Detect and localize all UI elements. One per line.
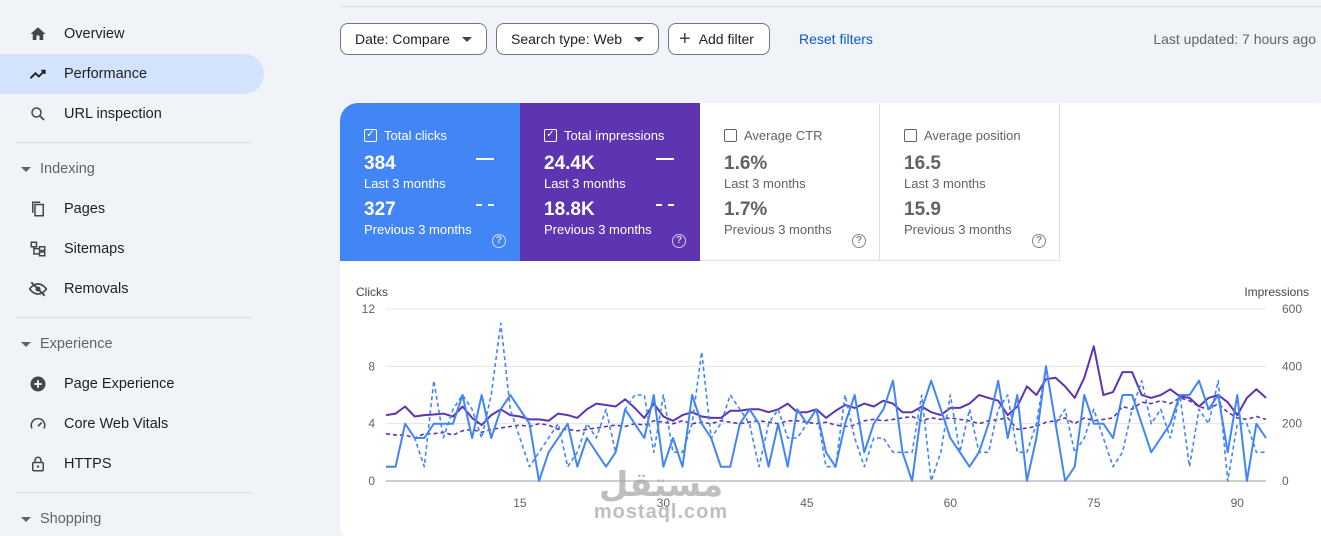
sidebar-item-label: Core Web Vitals bbox=[64, 416, 169, 432]
eye-off-icon bbox=[28, 279, 48, 299]
metric-average-position[interactable]: Average position 16.5 Last 3 months 15.9… bbox=[880, 103, 1060, 261]
metric-current-period: Last 3 months bbox=[544, 176, 626, 191]
add-filter-button[interactable]: + Add filter bbox=[668, 23, 770, 55]
checkbox-unchecked-icon[interactable] bbox=[724, 128, 737, 142]
sidebar-section-title: Shopping bbox=[40, 511, 102, 527]
sidebar-item-pages[interactable]: Pages bbox=[0, 189, 264, 229]
help-icon[interactable]: ? bbox=[672, 234, 686, 248]
sidebar-divider bbox=[16, 142, 252, 143]
dashed-line-legend-icon bbox=[656, 204, 674, 206]
search-type-label: Search type: Web bbox=[511, 31, 623, 47]
caret-down-icon bbox=[21, 166, 31, 172]
sidebar-item-label: Pages bbox=[64, 201, 106, 217]
solid-line-legend-icon bbox=[476, 158, 494, 160]
metric-total-clicks[interactable]: ✓ Total clicks 384 Last 3 months 327 Prev… bbox=[340, 103, 520, 261]
checkbox-checked-icon[interactable]: ✓ bbox=[364, 128, 377, 142]
metric-label: Total clicks bbox=[384, 127, 447, 143]
metric-previous-period: Previous 3 months bbox=[364, 222, 472, 237]
metric-current-value: 16.5 bbox=[904, 153, 941, 174]
help-icon[interactable]: ? bbox=[1032, 234, 1046, 248]
sidebar: Overview Performance URL inspection Inde… bbox=[0, 0, 268, 536]
caret-down-icon bbox=[21, 341, 31, 347]
reset-filters-link[interactable]: Reset filters bbox=[799, 31, 873, 47]
plus-icon: + bbox=[679, 28, 691, 50]
metric-label: Average CTR bbox=[744, 127, 823, 143]
metric-label: Average position bbox=[924, 127, 1021, 143]
sidebar-item-label: HTTPS bbox=[64, 456, 112, 472]
metric-previous-value: 15.9 bbox=[904, 199, 941, 220]
help-icon[interactable]: ? bbox=[492, 234, 506, 248]
plus-circle-icon bbox=[28, 374, 48, 394]
sidebar-item-sitemaps[interactable]: Sitemaps bbox=[0, 229, 264, 269]
sidebar-section-title: Experience bbox=[40, 336, 113, 352]
metric-previous-value: 327 bbox=[364, 199, 396, 220]
sidebar-divider bbox=[16, 317, 252, 318]
home-icon bbox=[28, 24, 48, 44]
sidebar-divider bbox=[16, 492, 252, 493]
sidebar-section-shopping[interactable]: Shopping bbox=[0, 501, 252, 536]
checkbox-unchecked-icon[interactable] bbox=[904, 128, 917, 142]
sidebar-item-url-inspection[interactable]: URL inspection bbox=[0, 94, 264, 134]
add-filter-label: Add filter bbox=[698, 31, 754, 47]
metric-current-period: Last 3 months bbox=[904, 176, 986, 191]
metric-previous-value: 18.8K bbox=[544, 199, 595, 220]
metric-previous-period: Previous 3 months bbox=[724, 222, 832, 237]
sidebar-section-title: Indexing bbox=[40, 161, 95, 177]
sidebar-item-core-web-vitals[interactable]: Core Web Vitals bbox=[0, 404, 264, 444]
sidebar-item-overview[interactable]: Overview bbox=[0, 14, 264, 54]
last-updated-text: Last updated: 7 hours ago bbox=[1153, 31, 1316, 47]
lock-icon bbox=[28, 454, 48, 474]
trending-up-icon bbox=[28, 64, 48, 84]
caret-down-icon bbox=[21, 516, 31, 522]
help-icon[interactable]: ? bbox=[852, 234, 866, 248]
dashed-line-legend-icon bbox=[476, 204, 494, 206]
sidebar-item-label: Performance bbox=[64, 66, 148, 82]
sitemap-icon bbox=[28, 239, 48, 259]
sidebar-item-label: Sitemaps bbox=[64, 241, 125, 257]
sidebar-item-label: URL inspection bbox=[64, 106, 162, 122]
metric-current-value: 24.4K bbox=[544, 153, 595, 174]
performance-card: ✓ Total clicks 384 Last 3 months 327 Prev… bbox=[340, 103, 1321, 536]
sidebar-item-removals[interactable]: Removals bbox=[0, 269, 264, 309]
sidebar-item-label: Page Experience bbox=[64, 376, 175, 392]
checkbox-checked-icon[interactable]: ✓ bbox=[544, 128, 557, 142]
pages-icon bbox=[28, 199, 48, 219]
search-type-chip[interactable]: Search type: Web bbox=[496, 23, 660, 55]
gauge-icon bbox=[28, 414, 48, 434]
metric-previous-period: Previous 3 months bbox=[544, 222, 652, 237]
search-icon bbox=[28, 104, 48, 124]
metric-label: Total impressions bbox=[564, 127, 665, 143]
date-filter-chip[interactable]: Date: Compare bbox=[340, 23, 487, 55]
metric-previous-period: Previous 3 months bbox=[904, 222, 1012, 237]
sidebar-item-https[interactable]: HTTPS bbox=[0, 444, 264, 484]
metric-current-period: Last 3 months bbox=[364, 176, 446, 191]
dropdown-arrow-icon bbox=[461, 36, 472, 42]
solid-line-legend-icon bbox=[656, 158, 674, 160]
sidebar-item-label: Overview bbox=[64, 26, 125, 42]
metric-total-impressions[interactable]: ✓ Total impressions 24.4K Last 3 months 1… bbox=[520, 103, 700, 261]
sidebar-item-performance[interactable]: Performance bbox=[0, 54, 264, 94]
sidebar-item-page-experience[interactable]: Page Experience bbox=[0, 364, 264, 404]
sidebar-section-experience[interactable]: Experience bbox=[0, 326, 252, 362]
metric-current-period: Last 3 months bbox=[724, 176, 806, 191]
metric-current-value: 1.6% bbox=[724, 153, 768, 174]
dropdown-arrow-icon bbox=[634, 36, 645, 42]
header-divider bbox=[340, 6, 1321, 7]
date-filter-label: Date: Compare bbox=[355, 31, 450, 47]
metric-average-ctr[interactable]: Average CTR 1.6% Last 3 months 1.7% Prev… bbox=[700, 103, 880, 261]
sidebar-section-indexing[interactable]: Indexing bbox=[0, 151, 252, 187]
metric-current-value: 384 bbox=[364, 153, 396, 174]
metric-previous-value: 1.7% bbox=[724, 199, 768, 220]
sidebar-item-label: Removals bbox=[64, 281, 129, 297]
